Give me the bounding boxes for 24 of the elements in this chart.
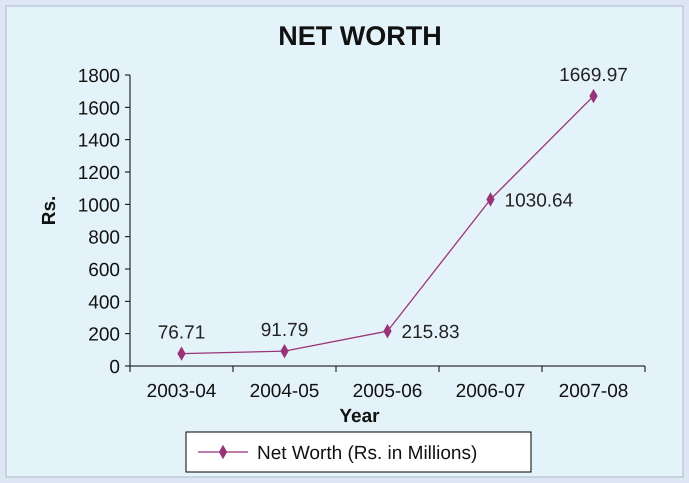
y-tick-label: 1400 xyxy=(78,130,120,152)
legend-label: Net Worth (Rs. in Millions) xyxy=(257,443,478,464)
x-axis-title: Year xyxy=(339,406,380,427)
x-tick-label: 2005-06 xyxy=(352,381,422,402)
y-tick-label: 400 xyxy=(88,292,120,314)
data-label: 215.83 xyxy=(402,322,460,344)
y-tick-label: 1200 xyxy=(78,163,120,184)
data-label: 1030.64 xyxy=(504,190,574,212)
y-tick-label: 600 xyxy=(88,260,120,281)
y-tick-label: 1000 xyxy=(78,195,120,216)
x-tick-label: 2004-05 xyxy=(250,381,320,402)
data-label: 1669.97 xyxy=(559,65,628,86)
y-tick-label: 200 xyxy=(88,324,120,346)
x-tick-label: 2003-04 xyxy=(146,381,217,402)
y-tick-label: 0 xyxy=(109,357,120,378)
data-label: 91.79 xyxy=(260,320,308,342)
x-tick-label: 2006-07 xyxy=(456,381,526,402)
y-tick-label: 1600 xyxy=(78,98,120,120)
y-axis-title: Rs. xyxy=(39,196,60,226)
x-tick-label: 2007-08 xyxy=(558,381,628,402)
data-label: 76.71 xyxy=(158,322,206,344)
chart-title: NET WORTH xyxy=(278,21,442,51)
y-tick-label: 800 xyxy=(88,228,120,249)
y-tick-label: 1800 xyxy=(78,66,120,87)
